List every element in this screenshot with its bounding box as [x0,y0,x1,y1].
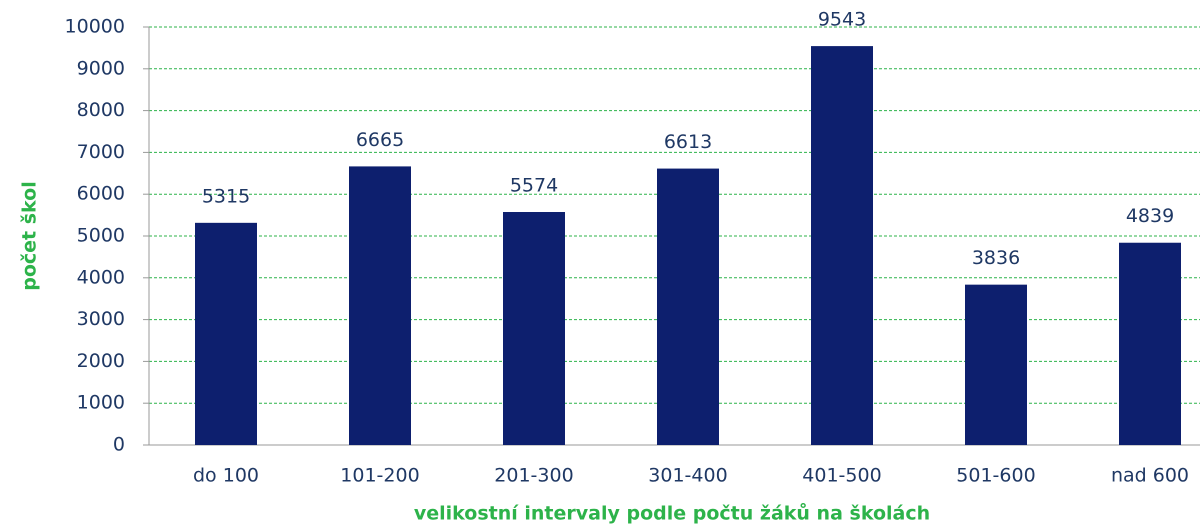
y-tick-label: 9000 [77,57,125,79]
x-tick-label: do 100 [193,465,259,487]
data-label: 5315 [202,185,250,207]
x-tick-label: 201-300 [494,465,573,487]
bar [503,212,565,445]
bar [349,166,411,445]
x-tick-label: nad 600 [1111,465,1189,487]
data-label: 5574 [510,175,558,197]
y-tick-label: 0 [113,434,125,456]
y-tick-label: 6000 [77,183,125,205]
bar [811,46,873,445]
y-tick-label: 2000 [77,350,125,372]
x-tick-label: 301-400 [648,465,727,487]
bar [195,222,257,445]
data-label: 3836 [972,247,1020,269]
x-tick-label: 101-200 [340,465,419,487]
y-tick-label: 1000 [77,392,125,414]
data-label: 4839 [1126,205,1174,227]
x-tick-label: 401-500 [802,465,881,487]
bar [1119,242,1181,445]
data-label: 9543 [818,9,866,31]
y-tick-label: 8000 [77,99,125,121]
y-axis-title: počet škol [19,181,41,291]
y-tick-label: 5000 [77,225,125,247]
x-tick-label: 501-600 [956,465,1035,487]
y-tick-label: 10000 [65,16,125,38]
x-axis-title: velikostní intervaly podle počtu žáků na… [414,502,930,525]
data-label: 6665 [356,129,404,151]
data-label: 6613 [664,131,712,153]
bar [965,284,1027,445]
y-tick-label: 4000 [77,266,125,288]
y-tick-label: 3000 [77,308,125,330]
y-tick-label: 7000 [77,141,125,163]
bar [657,168,719,445]
